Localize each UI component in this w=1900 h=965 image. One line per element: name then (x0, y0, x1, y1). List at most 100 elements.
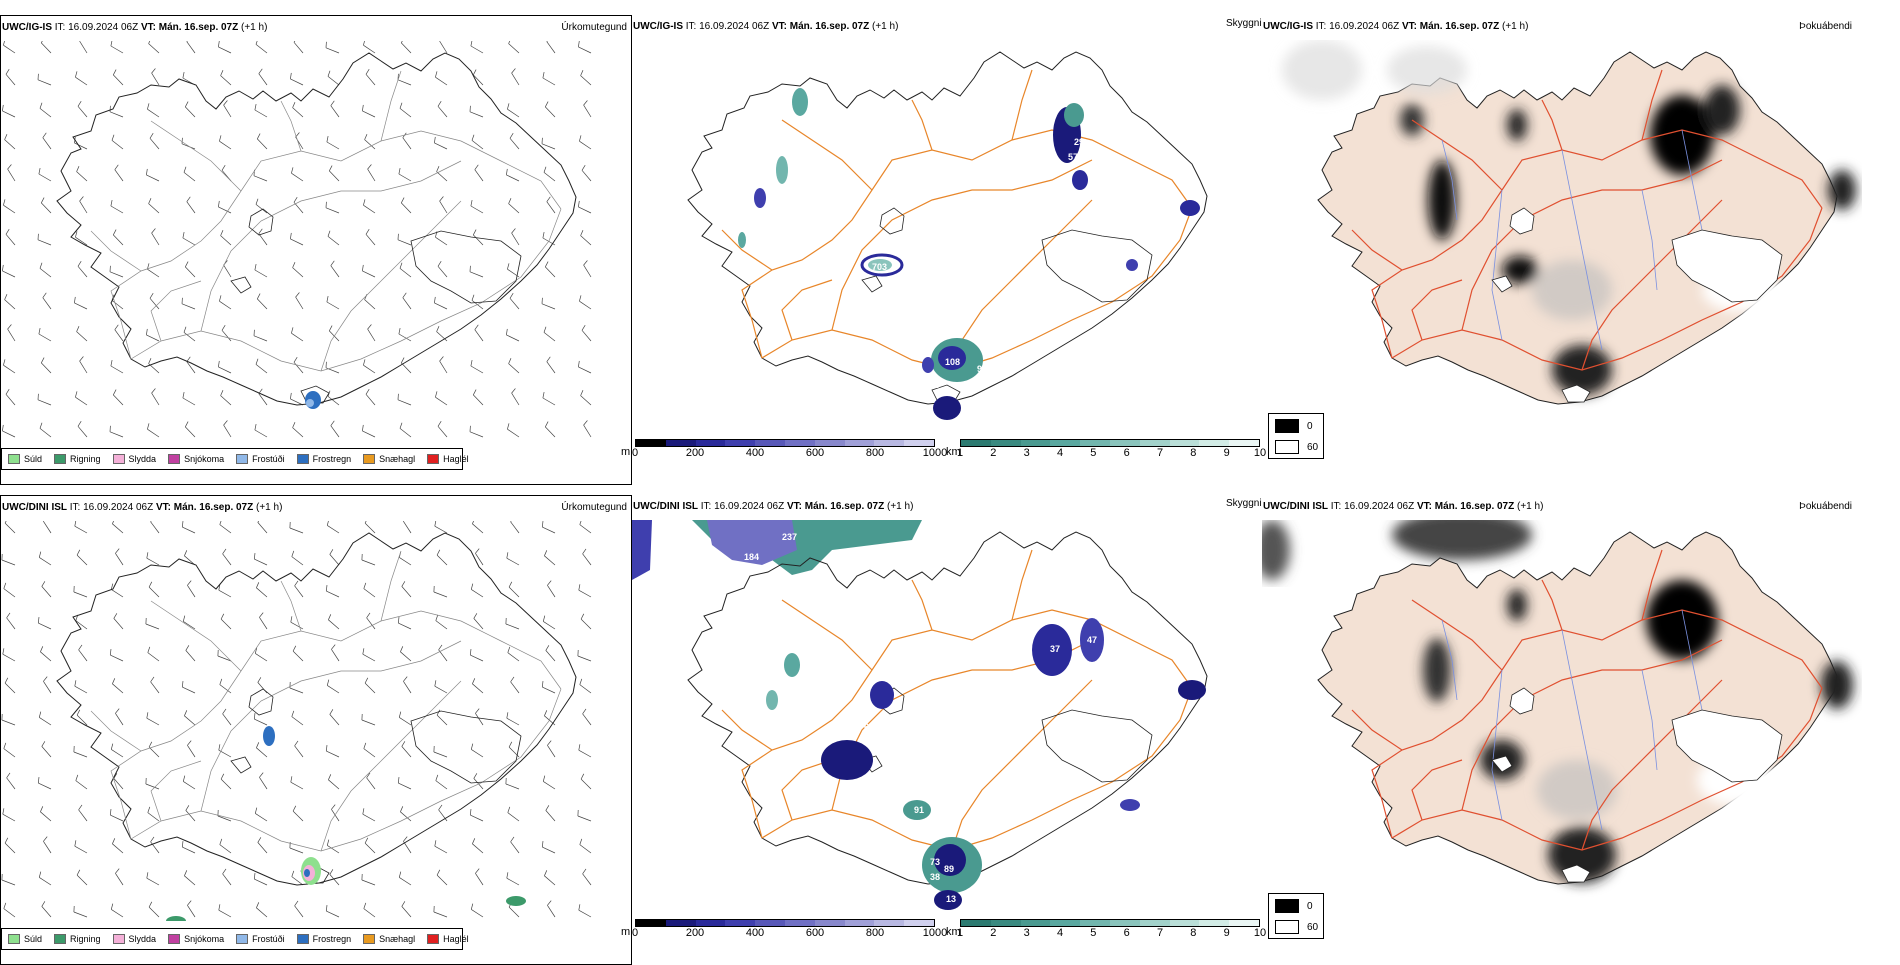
wind-barb (78, 106, 87, 117)
wind-barb-flag (223, 549, 226, 554)
wind-barb-flag (79, 805, 82, 810)
wind-barb-flag (471, 904, 473, 910)
wind-barb-flag (149, 41, 151, 44)
fog-legend-item: 60 (1269, 438, 1323, 456)
wind-barb-flag (327, 296, 328, 302)
wind-barb (42, 906, 51, 917)
visibility-title: Skyggni (1226, 498, 1262, 509)
wind-barb-flag (75, 391, 77, 397)
wind-barb (152, 73, 159, 85)
wind-barb (146, 175, 159, 181)
wind-barb (110, 815, 123, 821)
wind-barb (509, 44, 519, 53)
colorbar-unit: m (621, 446, 630, 458)
wind-barb-flag (2, 425, 3, 431)
wind-barb-flag (115, 325, 119, 330)
wind-barb (223, 554, 231, 565)
wind-barb-flag (546, 805, 549, 810)
colorbar-tick: 3 (1024, 447, 1030, 459)
wind-barb (187, 202, 195, 213)
wind-barb (584, 425, 591, 437)
colorbar-tick: 8 (1190, 927, 1196, 939)
wind-barb (75, 526, 87, 533)
wind-barb (440, 201, 447, 213)
wind-barb (256, 588, 267, 597)
wind-barb (544, 556, 555, 565)
wind-barb (187, 745, 195, 757)
fog-legend-value: 60 (1307, 442, 1318, 453)
wind-barb-flag (77, 870, 80, 875)
wind-barb-flag (439, 645, 442, 650)
wind-barb-flag (292, 871, 294, 877)
wind-barb-flag (113, 70, 116, 75)
init-label: IT: (70, 502, 81, 513)
colorbar-segment (636, 440, 666, 446)
wind-barb (7, 618, 15, 629)
wind-barb-flag (547, 41, 551, 42)
wind-barb-flag (509, 358, 511, 363)
wind-barb (293, 651, 303, 661)
wind-barb-flag (365, 678, 368, 683)
wind-barb-flag (8, 325, 12, 330)
wind-barb-flag (75, 680, 76, 686)
wind-barb (115, 713, 123, 725)
wind-barb (440, 41, 447, 53)
wind-barb (435, 237, 447, 245)
wind-barb (76, 781, 87, 789)
wind-barb (584, 105, 591, 117)
wind-barb (147, 429, 159, 437)
wind-barb-flag (290, 233, 291, 239)
wind-barb-flag (222, 165, 225, 170)
wind-barb (437, 875, 447, 885)
colorbar-segment (991, 920, 1021, 926)
wind-barb (400, 652, 411, 661)
wind-barb-flag (40, 263, 42, 269)
wind-barb (475, 873, 483, 885)
wind-barb-flag (182, 841, 183, 847)
wind-barb-flag (254, 873, 255, 879)
wind-barb-flag (472, 678, 474, 684)
model-name: UWC/DINI ISL (2, 502, 67, 513)
wind-barb (149, 587, 159, 597)
wind-barb (258, 522, 267, 533)
wind-barb-flag (511, 677, 514, 682)
wind-barb-flag (582, 325, 585, 330)
wind-barb-flag (401, 41, 404, 43)
wind-barb-flag (438, 261, 441, 266)
wind-barb (77, 332, 87, 341)
wind-barb (146, 335, 159, 341)
wind-barb (220, 845, 231, 853)
wind-barb (507, 878, 519, 885)
colorbar-segment (1170, 440, 1200, 446)
wind-barb (399, 557, 411, 565)
wind-barb-flag (583, 869, 586, 874)
colorbar-segment (874, 920, 904, 926)
wind-barb (185, 267, 195, 277)
wind-barb-flag (435, 71, 437, 77)
wind-barb (512, 233, 519, 245)
colorbar-segment (1110, 440, 1140, 446)
colorbar-segment (1140, 440, 1170, 446)
wind-barb-flag (437, 166, 439, 171)
wind-barb (547, 202, 555, 213)
wind-barb (580, 845, 591, 853)
wind-barb-flag (221, 614, 224, 619)
colorbar-segment (1199, 920, 1229, 926)
precip-area (166, 726, 526, 921)
colorbar-tick: 0 (632, 447, 638, 459)
wind-barb (256, 44, 267, 53)
wind-barb (509, 907, 519, 917)
wind-barb-flag (473, 230, 476, 235)
wind-barb-flag (543, 392, 544, 398)
colorbar-strip (635, 439, 935, 447)
fog-areas-sea (1262, 520, 1532, 580)
wind-barb (79, 810, 87, 821)
wind-barb-flag (293, 646, 296, 651)
wind-barb (438, 266, 447, 277)
wind-barb-flag (218, 41, 219, 47)
colorbar-segment (1110, 920, 1140, 926)
wind-barb (148, 813, 159, 821)
